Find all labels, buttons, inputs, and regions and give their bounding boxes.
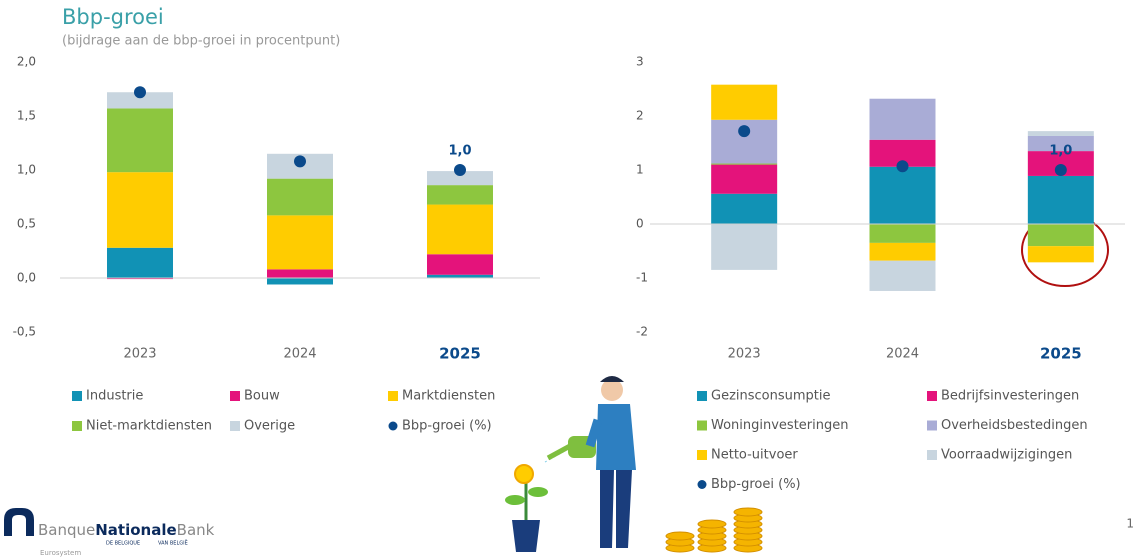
legend-label: Woninginvesteringen <box>711 418 848 433</box>
legend-marker <box>697 391 707 401</box>
legend-marker <box>927 421 937 431</box>
logo-mark <box>4 508 34 536</box>
legend-marker <box>927 450 937 460</box>
x-tick-label: 2025 <box>1040 345 1082 363</box>
legend-label: Bbp-groei (%) <box>711 477 801 492</box>
bar-segment <box>267 215 333 269</box>
legend-marker <box>72 421 82 431</box>
bar-segment <box>711 85 777 120</box>
legend-label: Overige <box>244 419 295 434</box>
gdp-dot <box>738 125 750 137</box>
y-tick-label: 0 <box>636 217 644 231</box>
y-tick-label: -1 <box>636 271 648 285</box>
logo-part: Banque <box>38 521 95 539</box>
y-tick-label: -2 <box>636 325 648 339</box>
bar-segment <box>1028 224 1094 246</box>
page-number: 1 <box>1126 517 1134 531</box>
y-tick-label: -0,5 <box>13 325 36 339</box>
bar-segment <box>267 179 333 216</box>
gdp-dot <box>454 164 466 176</box>
logo-sub: DE BELGIQUE <box>106 541 140 547</box>
y-tick-label: 1,0 <box>17 163 36 177</box>
y-tick-label: 0,5 <box>17 217 36 231</box>
bar-segment <box>1028 246 1094 262</box>
y-tick-label: 2 <box>636 109 644 123</box>
bar-segment <box>870 167 936 224</box>
bar-segment <box>870 243 936 261</box>
bar-segment <box>1028 176 1094 224</box>
legend-marker <box>697 421 707 431</box>
y-tick-label: 1 <box>636 163 644 177</box>
gdp-dot <box>897 160 909 172</box>
bar-segment <box>427 205 493 255</box>
legend-label: Bouw <box>244 389 280 404</box>
gdp-dot <box>1055 164 1067 176</box>
y-tick-label: 3 <box>636 55 644 69</box>
legend-label: Netto-uitvoer <box>711 448 798 463</box>
legend-label: Voorraadwijzigingen <box>941 448 1072 463</box>
bar-segment <box>107 248 173 278</box>
legend-marker <box>230 421 240 431</box>
bar-segment <box>107 108 173 172</box>
legend-marker <box>927 391 937 401</box>
x-tick-label: 2024 <box>283 347 316 362</box>
eurosystem: Eurosystem <box>40 549 81 557</box>
bar-segment <box>1028 131 1094 136</box>
y-tick-label: 2,0 <box>17 55 36 69</box>
bar-segment <box>870 99 936 140</box>
data-label: 1,0 <box>1049 144 1072 159</box>
legend-marker <box>389 422 398 431</box>
legend-marker <box>388 391 398 401</box>
bar-segment <box>427 254 493 275</box>
slide: Bbp-groei (bijdrage aan de bbp-groei in … <box>0 0 1140 560</box>
gdp-dot <box>134 86 146 98</box>
bar-segment <box>711 164 777 165</box>
logo-part: Nationale <box>95 521 176 539</box>
x-tick-label: 2025 <box>439 345 481 363</box>
bar-segment <box>267 269 333 278</box>
x-tick-label: 2023 <box>123 347 156 362</box>
legend-label: Gezinsconsumptie <box>711 389 831 404</box>
y-tick-label: 0,0 <box>17 271 36 285</box>
y-tick-label: 1,5 <box>17 109 36 123</box>
bar-segment <box>107 172 173 248</box>
legend-label: Bbp-groei (%) <box>402 419 492 434</box>
legend-label: Marktdiensten <box>402 389 495 404</box>
bar-segment <box>711 224 777 270</box>
legend-label: Overheidsbestedingen <box>941 418 1088 433</box>
x-tick-label: 2023 <box>728 347 761 362</box>
title: Bbp-groei <box>62 5 164 29</box>
bar-segment <box>427 185 493 204</box>
bar-segment <box>711 194 777 224</box>
legend-marker <box>230 391 240 401</box>
bar-segment <box>870 224 936 243</box>
subtitle: (bijdrage aan de bbp-groei in procentpun… <box>62 34 340 49</box>
gdp-dot <box>294 155 306 167</box>
legend-label: Niet-marktdiensten <box>86 419 212 434</box>
bar-segment <box>870 261 936 291</box>
legend-label: Bedrijfsinvesteringen <box>941 389 1079 404</box>
logo-text: BanqueNationaleBank <box>38 521 215 539</box>
legend-marker <box>697 450 707 460</box>
legend-marker <box>698 480 707 489</box>
bar-segment <box>711 165 777 194</box>
legend-label: Industrie <box>86 389 143 404</box>
bar-segment <box>267 278 333 284</box>
logo-sub: VAN BELGIË <box>158 540 188 547</box>
data-label: 1,0 <box>448 144 471 159</box>
x-tick-label: 2024 <box>886 347 919 362</box>
legend-marker <box>72 391 82 401</box>
logo-part: Bank <box>177 521 215 539</box>
